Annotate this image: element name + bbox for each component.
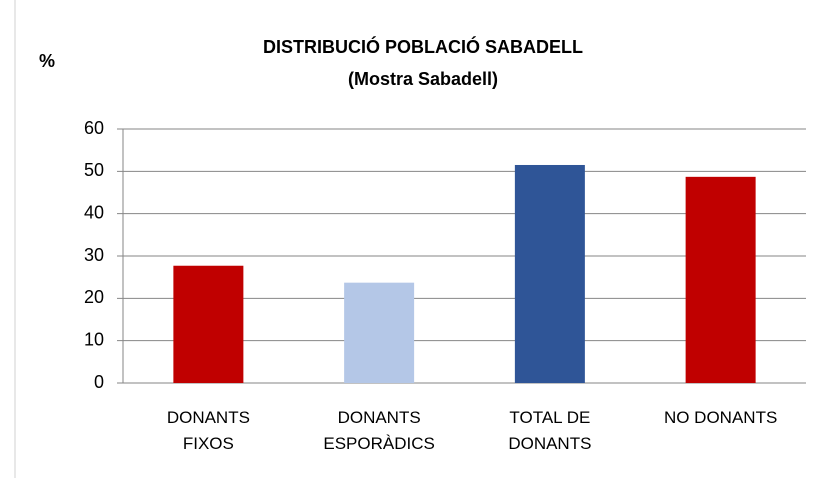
y-tick-label: 10 [84, 329, 104, 349]
bar [173, 265, 244, 383]
bar [514, 164, 585, 383]
y-tick-label: 20 [84, 287, 104, 307]
y-tick-label: 60 [84, 118, 104, 138]
y-axis-label: % [39, 51, 55, 71]
y-tick-label: 40 [84, 202, 104, 222]
x-tick-label: TOTAL DE DONANTS [508, 408, 592, 453]
x-tick-label: DONANTS FIXOS [166, 408, 250, 453]
x-tick-label: NO DONANTS [663, 408, 778, 427]
chart-subtitle: (Mostra Sabadell) [348, 69, 498, 89]
y-tick-label: 30 [84, 245, 104, 265]
y-tick-label: 0 [94, 372, 104, 392]
chart-title: DISTRIBUCIÓ POBLACIÓ SABADELL [263, 36, 583, 57]
bar [685, 176, 756, 383]
x-tick-label: DONANTS ESPORÀDICS [323, 408, 435, 453]
y-tick-label: 50 [84, 160, 104, 180]
bar [344, 282, 415, 383]
